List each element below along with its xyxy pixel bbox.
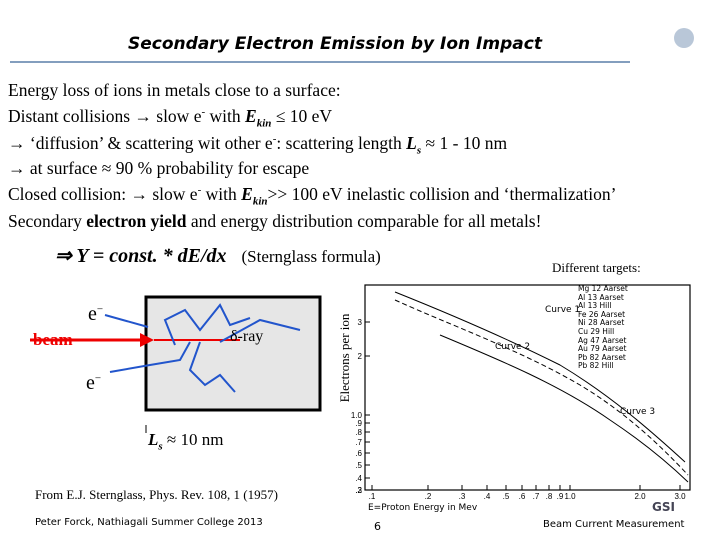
footer-left: Peter Forck, Nathiagali Summer College 2…	[35, 517, 263, 528]
beam-label: beam	[33, 330, 73, 349]
text: -	[272, 133, 277, 146]
text: electron yield	[86, 211, 187, 231]
text: kin	[252, 195, 268, 208]
text: Closed collision: → slow e	[8, 184, 198, 204]
tick-label: .1	[369, 492, 376, 501]
text: L	[406, 133, 417, 153]
citation: From E.J. Sternglass, Phys. Rev. 108, 1 …	[35, 487, 278, 502]
tick-label: .4	[355, 474, 362, 483]
tick-label: .9	[557, 492, 564, 501]
legend-entry: Fe 26 Aarset	[578, 309, 626, 319]
electron-path	[188, 341, 236, 393]
legend-entry: Pb 82 Aarset	[578, 352, 626, 362]
legend-entry: Ag 47 Aarset	[578, 335, 627, 345]
text: with	[201, 184, 242, 204]
text-line: Secondary electron yield and energy dist…	[8, 211, 541, 232]
formula: ⇒ Y = const. * dE/dx (Sternglass formula…	[55, 243, 381, 268]
legend-entry: Au 79 Aarset	[578, 344, 627, 354]
tick-label: .2	[355, 486, 362, 495]
text: Distant collisions → slow e	[8, 106, 202, 126]
electron-path	[219, 318, 301, 343]
tick-label: .8	[355, 428, 362, 437]
delta-ray-label: δ-ray	[230, 328, 264, 345]
length-label: Ls ≈ 10 nm	[148, 430, 224, 453]
formula-text: ⇒ Y = const. * dE/dx	[55, 245, 227, 267]
logo-icon	[674, 28, 694, 48]
text: ≤ 10 eV	[271, 106, 333, 126]
text-line: Energy loss of ions in metals close to a…	[8, 80, 341, 101]
text: Energy loss of ions in metals close to a…	[8, 80, 341, 100]
text: >> 100 eV inelastic collision and ‘therm…	[267, 184, 617, 204]
logo-text: GSI	[652, 500, 675, 514]
tick-label: .6	[355, 449, 362, 458]
formula-note: (Sternglass formula)	[241, 247, 381, 266]
legend-entry: Pb 82 Hill	[578, 361, 614, 371]
legend-entry: Al 13 Hill	[578, 301, 612, 311]
legend-entry: Cu 29 Hill	[578, 327, 615, 336]
graph-frame	[364, 284, 691, 491]
text: E	[241, 184, 253, 204]
curve-label: Curve 1	[545, 305, 581, 315]
tick-label: 2.0	[634, 492, 646, 501]
electron-path	[109, 341, 191, 373]
graph-y-label: Electrons per ion	[337, 313, 352, 403]
text: with	[205, 106, 246, 126]
text: → ‘diffusion’ & scattering wit other e	[8, 133, 273, 153]
beam-arrowhead	[140, 333, 154, 347]
legend-entry: Al 13 Aarset	[578, 292, 624, 302]
tick-label: 2	[358, 352, 363, 361]
tick-label: .6	[519, 492, 526, 501]
escaping-electron	[104, 314, 149, 328]
text: kin	[256, 117, 272, 130]
text: -	[197, 184, 202, 197]
tick-label: .3	[355, 486, 362, 495]
text-line: → ‘diffusion’ & scattering wit other e-:…	[8, 133, 507, 157]
page-number: 6	[374, 520, 381, 533]
tick-label: .5	[503, 492, 510, 501]
legend-title: Different targets:	[552, 260, 641, 275]
target-block	[144, 295, 322, 412]
tick-label: .4	[484, 492, 491, 501]
curve-label: Curve 2	[495, 342, 531, 352]
tick-label: 1.0	[351, 411, 363, 420]
text-line: → at surface ≈ 90 % probability for esca…	[8, 158, 309, 179]
text-line: Distant collisions → slow e- with Ekin ≤…	[8, 106, 332, 130]
text: and energy distribution comparable for a…	[186, 211, 542, 231]
electron-label: e−	[88, 303, 104, 325]
text: ≈ 1 - 10 nm	[421, 133, 508, 153]
tick-label: .3	[459, 492, 466, 501]
tick-label: .9	[355, 419, 362, 428]
tick-label: .8	[546, 492, 553, 501]
electron-path	[163, 303, 251, 346]
tick-label: 3	[358, 318, 363, 327]
curve-line	[439, 334, 689, 483]
legend-entry: Ni 28 Aarset	[578, 318, 625, 328]
footer-right: Beam Current Measurement	[543, 519, 685, 530]
title: Secondary Electron Emission by Ion Impac…	[128, 34, 542, 54]
text: -	[201, 106, 206, 119]
text: s	[416, 144, 422, 157]
tick-label: .2	[425, 492, 432, 501]
tick-label: .7	[533, 492, 540, 501]
text-line: Closed collision: → slow e- with Ekin>> …	[8, 184, 616, 208]
text: : scattering length	[276, 133, 407, 153]
curve-line	[394, 299, 689, 476]
text: E	[245, 106, 257, 126]
text: Secondary	[8, 211, 87, 231]
graph-x-label: E=Proton Energy in Mev	[368, 503, 478, 513]
tick-label: .7	[355, 438, 362, 447]
curve-line	[394, 291, 686, 463]
tick-label: .5	[355, 461, 362, 470]
curve-label: Curve 3	[620, 407, 656, 417]
text: → at surface ≈ 90 % probability for esca…	[8, 158, 310, 178]
legend-entry: Mg 12 Aarset	[578, 284, 628, 293]
tick-label: 1.0	[564, 492, 576, 501]
electron-label: e−	[86, 372, 102, 394]
tick-label: 3.0	[674, 492, 686, 501]
graph-ticks: .1.2.3.4.5.6.7.8.9 1.0 2.0 3.0321.0.9.8.7.6…	[351, 318, 686, 501]
